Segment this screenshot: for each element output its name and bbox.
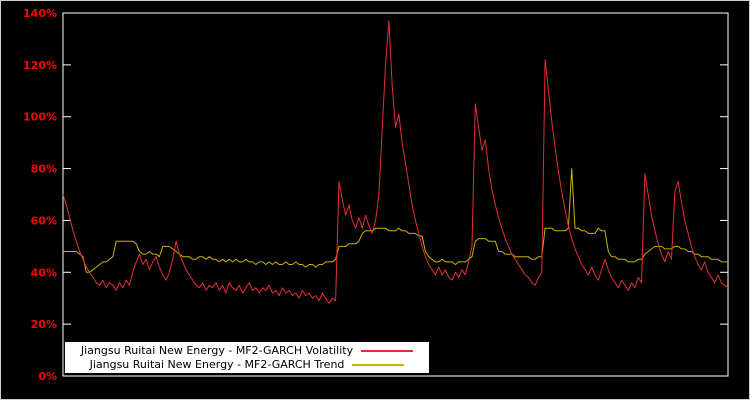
- y-tick-label: 120%: [23, 59, 57, 72]
- y-tick-label: 140%: [23, 7, 57, 20]
- legend-label-volatility: Jiangsu Ruitai New Energy - MF2-GARCH Vo…: [80, 344, 354, 357]
- legend-label-trend: Jiangsu Ruitai New Energy - MF2-GARCH Tr…: [89, 358, 345, 371]
- plot-border: [62, 12, 729, 377]
- y-axis-labels: 0% 20% 40% 60% 80% 100% 120% 140%: [23, 7, 57, 383]
- y-tick-label: 100%: [23, 111, 57, 124]
- volatility-line: [62, 20, 729, 304]
- y-tick-label: 40%: [31, 266, 57, 279]
- volatility-line-sample: [361, 349, 414, 352]
- y-tick-label: 60%: [31, 214, 57, 227]
- legend-item-trend: Jiangsu Ruitai New Energy - MF2-GARCH Tr…: [65, 358, 429, 371]
- y-tick-label: 80%: [31, 163, 57, 176]
- trend-line-sample: [352, 363, 405, 366]
- trend-line: [63, 168, 728, 273]
- y-tick-label: 0%: [38, 370, 57, 383]
- y-tick-label: 20%: [31, 318, 57, 331]
- y-axis-ticks: [63, 12, 728, 377]
- chart-legend: Jiangsu Ruitai New Energy - MF2-GARCH Vo…: [65, 342, 429, 373]
- legend-item-volatility: Jiangsu Ruitai New Energy - MF2-GARCH Vo…: [65, 344, 429, 357]
